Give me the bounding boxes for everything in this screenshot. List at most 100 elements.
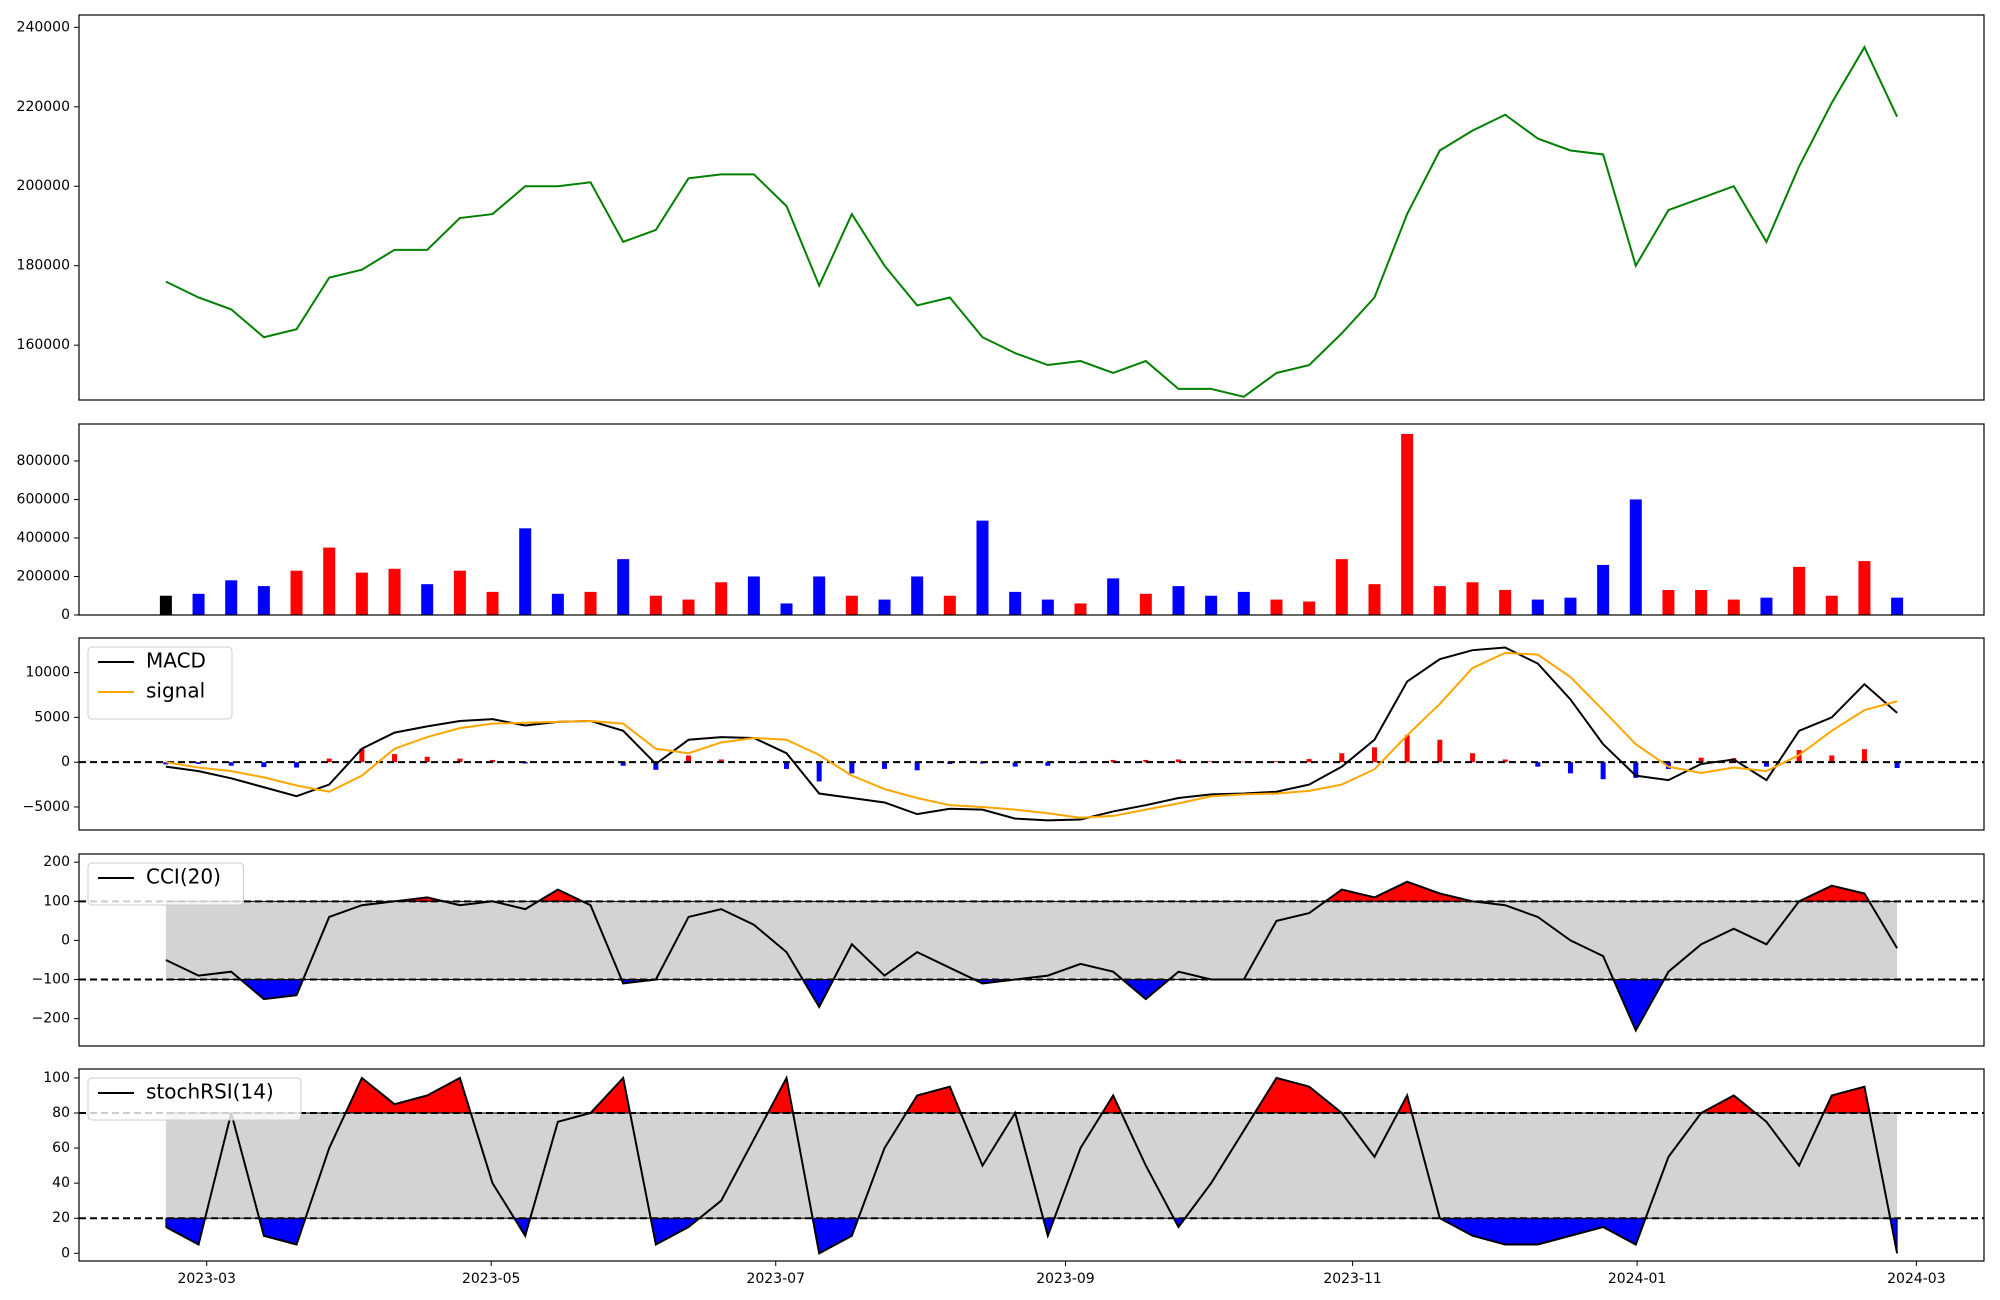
volume-bar (1891, 597, 1904, 615)
legend-box (87, 646, 233, 720)
volume-bar (1727, 599, 1740, 615)
y-tick-label: 80 (52, 1105, 70, 1121)
y-tick-label: 0 (61, 607, 70, 623)
volume-bar (1335, 559, 1348, 615)
y-tick-label: 200000 (17, 178, 70, 194)
y-tick-label: 20 (52, 1210, 70, 1226)
y-tick-label: −200 (32, 1011, 70, 1027)
histogram-bar (1535, 762, 1541, 767)
volume-bar (845, 595, 858, 615)
y-tick-label: 200 (43, 854, 70, 870)
y-tick-label: −5000 (23, 799, 70, 815)
y-tick-label: 200000 (17, 568, 70, 584)
volume-bar (747, 576, 760, 615)
volume-bar (780, 603, 793, 615)
volume-bar (1499, 589, 1512, 615)
histogram-bar (163, 762, 169, 765)
histogram-bar (294, 762, 300, 768)
histogram-bar (1502, 759, 1508, 763)
band-fill (165, 1113, 1898, 1219)
series-line (165, 880, 1898, 1033)
histogram-bar (392, 754, 398, 763)
histogram-bar (1763, 762, 1769, 767)
y-tick-label: 60 (52, 1140, 70, 1156)
y-tick-label: 100 (43, 893, 70, 909)
histogram-bar (1208, 761, 1214, 763)
histogram-bar (653, 762, 659, 770)
y-tick-label: 40 (52, 1175, 70, 1191)
x-tick-label: 2023-07 (746, 1271, 805, 1287)
volume-bar (1237, 591, 1250, 615)
y-tick-label: 800000 (17, 453, 70, 469)
volume-bar (813, 576, 826, 615)
volume-bar (453, 570, 466, 615)
x-tick-label: 2024-01 (1608, 1271, 1667, 1287)
histogram-bar (1437, 739, 1443, 763)
volume-bar (388, 568, 401, 615)
legend-label: CCI(20) (146, 865, 221, 889)
histogram-bar (424, 756, 430, 763)
x-tick-label: 2023-03 (177, 1271, 236, 1287)
volume-bar (649, 595, 662, 615)
volume-bar (323, 547, 336, 615)
axes-frame (78, 1068, 1985, 1262)
volume-bar (355, 572, 368, 615)
volume-bar (421, 584, 434, 615)
volume-bar (1597, 564, 1610, 615)
volume-bar (715, 582, 728, 615)
x-tick-label: 2024-03 (1887, 1271, 1946, 1287)
histogram-bar (1829, 755, 1835, 763)
volume-bar (617, 559, 630, 615)
y-tick-label: 220000 (17, 99, 70, 115)
histogram-bar (1273, 761, 1279, 763)
histogram-bar (784, 762, 790, 769)
y-tick-label: −100 (32, 972, 70, 988)
axes-frame (78, 14, 1985, 401)
y-tick-label: 600000 (17, 491, 70, 507)
histogram-bar (1404, 735, 1410, 763)
histogram-bar (1861, 749, 1867, 763)
volume-bar (519, 528, 532, 615)
histogram-bar (457, 758, 463, 763)
volume-bar (1074, 603, 1087, 615)
histogram-bar (849, 762, 855, 774)
volume-bar (1368, 584, 1381, 615)
histogram-bar (1600, 762, 1606, 780)
series-line (165, 651, 1898, 819)
x-tick-label: 2023-09 (1036, 1271, 1095, 1287)
histogram-bar (1175, 759, 1181, 763)
volume-bar (1433, 586, 1446, 615)
histogram-bar (1339, 753, 1345, 763)
histogram-bar (816, 762, 822, 782)
volume-bar (1564, 597, 1577, 615)
x-tick-label: 2023-05 (462, 1271, 521, 1287)
histogram-bar (1306, 759, 1312, 763)
histogram-bar (718, 759, 724, 763)
volume-bar (1139, 593, 1152, 615)
volume-bar (486, 591, 499, 615)
volume-bar (1009, 591, 1022, 615)
volume-bar (1205, 595, 1218, 615)
volume-bar (257, 586, 270, 615)
volume-bar (1662, 589, 1675, 615)
histogram-bar (1796, 750, 1802, 763)
axes-frame (78, 853, 1985, 1047)
histogram-bar (196, 762, 202, 764)
histogram-bar (490, 759, 496, 763)
histogram-bar (1698, 757, 1704, 763)
histogram-bar (1143, 759, 1149, 763)
volume-bar (1107, 578, 1120, 615)
legend: CCI(20) (87, 862, 244, 906)
x-tick-label: 2023-11 (1323, 1271, 1382, 1287)
histogram-bar (359, 748, 365, 763)
volume-bar (1270, 599, 1283, 615)
volume-bar (976, 520, 989, 615)
histogram-bar (620, 762, 626, 766)
histogram-bar (1469, 753, 1475, 763)
axes-frame (78, 637, 1985, 831)
legend-label: MACD (146, 649, 206, 673)
histogram-bar (326, 758, 332, 763)
volume-bar (1858, 561, 1871, 615)
volume-bar (1466, 582, 1479, 615)
